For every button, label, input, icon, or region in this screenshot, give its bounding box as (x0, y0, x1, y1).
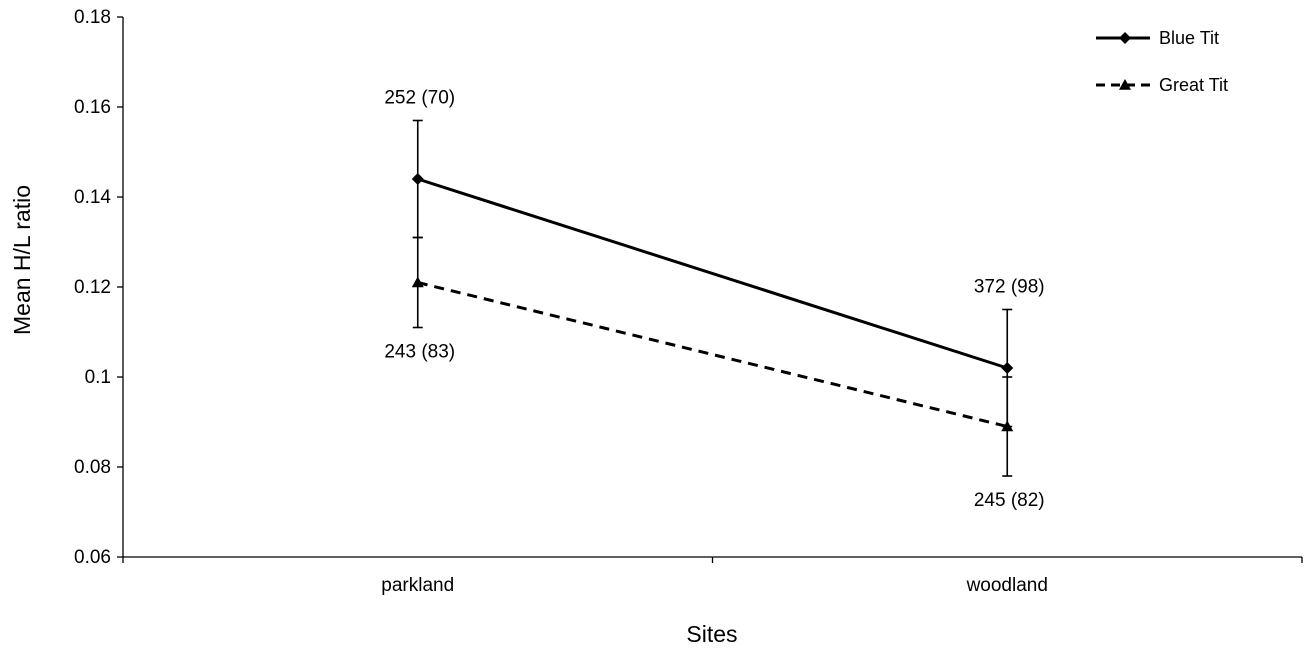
x-tick-label: woodland (966, 575, 1048, 596)
series-line-blue-tit (417, 177, 1008, 370)
diamond-marker (411, 173, 424, 185)
x-tick-label: parkland (381, 575, 454, 596)
legend-label: Blue Tit (1159, 28, 1219, 48)
data-label: 245 (82) (974, 490, 1045, 511)
data-label: 252 (70) (384, 88, 455, 109)
y-tick-label: 0.12 (74, 277, 111, 298)
legend-label: Great Tit (1159, 75, 1228, 95)
x-axis-title: Sites (686, 621, 737, 647)
diamond-marker (1001, 362, 1014, 374)
series-line-great-tit (417, 281, 1008, 428)
y-tick-label: 0.16 (74, 97, 111, 118)
triangle-marker (1119, 79, 1131, 90)
y-tick-label: 0.06 (74, 547, 111, 568)
series-markers (411, 173, 1014, 432)
data-label: 372 (98) (974, 277, 1045, 298)
error-bars (412, 119, 1013, 477)
y-tick-label: 0.14 (74, 187, 111, 208)
series-lines (417, 177, 1008, 428)
triangle-marker (1001, 420, 1014, 432)
y-axis-title: Mean H/L ratio (9, 185, 35, 335)
y-tick-label: 0.18 (74, 7, 111, 28)
diamond-marker (1119, 32, 1131, 44)
data-labels: 252 (70) 372 (98) 243 (83) 245 (82) (384, 88, 1044, 512)
y-axis-ticks: 0.06 0.08 0.1 0.12 0.14 0.16 0.18 (74, 7, 123, 568)
data-label: 243 (83) (384, 342, 455, 363)
y-tick-label: 0.08 (74, 457, 111, 478)
x-axis-ticks: parkland woodland (122, 557, 1303, 596)
legend: Blue Tit Great Tit (1096, 28, 1228, 95)
axes (122, 17, 1302, 558)
triangle-marker (411, 276, 424, 288)
y-tick-label: 0.1 (85, 367, 111, 388)
